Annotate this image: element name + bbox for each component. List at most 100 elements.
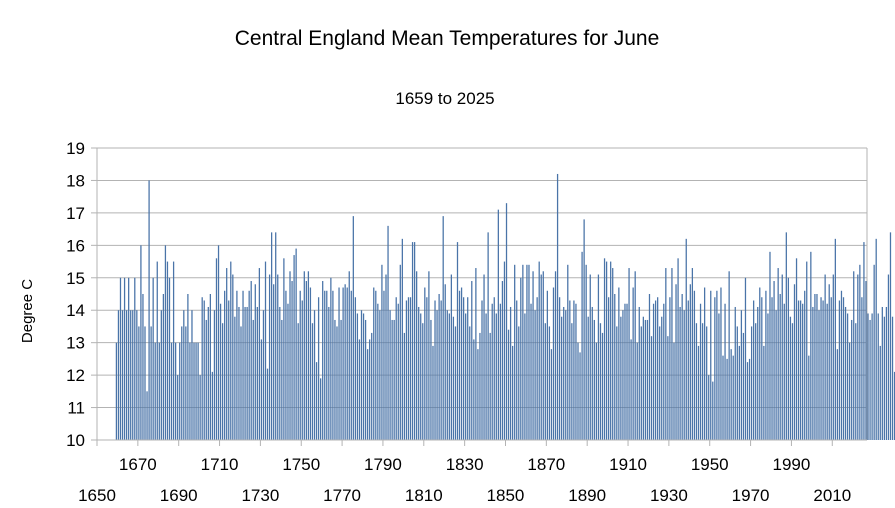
bar [497,209,499,440]
bar [726,358,728,440]
bar [285,290,287,440]
bar [691,268,694,440]
bars [115,173,895,440]
bar [614,294,616,440]
bar [185,326,187,440]
bar [846,313,849,440]
bar [503,261,506,440]
bar [119,277,122,440]
bar [718,313,720,440]
bar [550,349,553,440]
bar [818,310,820,440]
bar [632,287,634,440]
bar [548,326,551,440]
bar [804,290,806,440]
bar [748,358,751,440]
bar [383,290,385,440]
bar [358,339,361,440]
bar [810,251,812,440]
bar [442,216,444,440]
bar [252,319,254,440]
bar [640,326,642,440]
bar [136,310,138,440]
bar [230,261,232,440]
bar [585,264,587,440]
bar [125,310,128,440]
x-tick-label: 1910 [609,455,647,474]
bar [642,316,644,440]
bar [505,203,508,440]
bar [622,310,624,440]
bar [781,274,783,440]
bar [420,313,422,440]
bar [277,274,279,440]
bar [783,303,785,440]
x-tick-label: 1870 [527,455,565,474]
bar [130,310,132,440]
bar [430,319,432,440]
bar [166,261,169,440]
bar [579,352,581,440]
bar [797,300,800,440]
bar [273,284,275,440]
bar [162,294,165,440]
bar [352,216,354,440]
bar [630,339,632,440]
bar [742,332,745,440]
bar [675,284,677,440]
x-tick-label: 1850 [487,486,525,505]
bar [526,264,528,440]
bar [599,323,602,440]
bar [391,319,393,440]
x-tick-label: 1950 [691,455,729,474]
bar [802,303,804,440]
bar [144,326,146,440]
bar [828,284,830,440]
bar [428,271,430,440]
bar [624,303,626,440]
bar [601,332,604,440]
bar [618,287,620,440]
y-tick-labels: 10 11 12 13 14 15 16 17 18 19 [66,139,85,450]
bar [755,323,757,440]
bar [822,300,824,440]
bar [317,297,320,440]
x-tick-labels: 1670 1710 1750 1790 1830 1870 1910 1950 1990 1650… [78,455,851,505]
bar [542,271,544,440]
y-tick-label: 12 [66,366,85,385]
bar [232,274,234,440]
bar [440,300,442,440]
chart-subtitle: 1659 to 2025 [395,89,494,108]
bar [224,290,226,440]
bar [659,326,661,440]
bar [271,232,273,440]
bar [799,300,802,440]
bar [152,277,154,440]
bar [418,306,420,440]
bar [313,310,316,440]
x-tick-label: 1650 [78,486,116,505]
bar [646,319,649,440]
axes [91,147,867,446]
bar [287,303,289,440]
bar [177,375,179,440]
bar [536,297,538,440]
bar [881,306,883,440]
bar [281,319,283,440]
bar [838,300,841,440]
bar [175,342,177,440]
bar [179,342,181,440]
bar [199,375,201,440]
bar [773,281,775,440]
bar [134,277,136,440]
bar [561,316,563,440]
bar [479,332,481,440]
bar [142,294,144,440]
bar [732,355,734,440]
bar [385,274,387,440]
bar [844,306,847,440]
bar [873,264,875,440]
bar [610,261,612,440]
bar [593,319,595,440]
